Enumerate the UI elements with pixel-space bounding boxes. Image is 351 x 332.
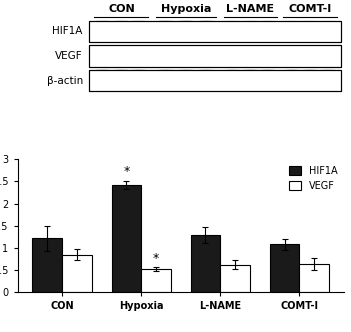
Text: VEGF: VEGF <box>55 51 83 61</box>
Text: HIF1A: HIF1A <box>52 26 83 36</box>
Bar <box>90 21 341 42</box>
Bar <box>191 235 220 292</box>
Bar <box>90 45 341 67</box>
Bar <box>112 185 141 292</box>
Bar <box>299 264 329 292</box>
Text: L-NAME: L-NAME <box>226 4 274 14</box>
Bar <box>220 265 250 292</box>
Bar <box>62 255 92 292</box>
Bar <box>270 244 299 292</box>
Bar <box>141 269 171 292</box>
Text: *: * <box>123 165 130 178</box>
Text: *: * <box>153 252 159 265</box>
Text: β-actin: β-actin <box>47 76 83 86</box>
Bar <box>32 238 62 292</box>
Text: Hypoxia: Hypoxia <box>161 4 211 14</box>
Text: CON: CON <box>108 4 135 14</box>
Bar <box>90 70 341 91</box>
FancyBboxPatch shape <box>90 45 341 67</box>
Legend: HIF1A, VEGF: HIF1A, VEGF <box>287 164 339 193</box>
Text: COMT-I: COMT-I <box>288 4 332 14</box>
FancyBboxPatch shape <box>90 21 341 42</box>
FancyBboxPatch shape <box>90 70 341 91</box>
